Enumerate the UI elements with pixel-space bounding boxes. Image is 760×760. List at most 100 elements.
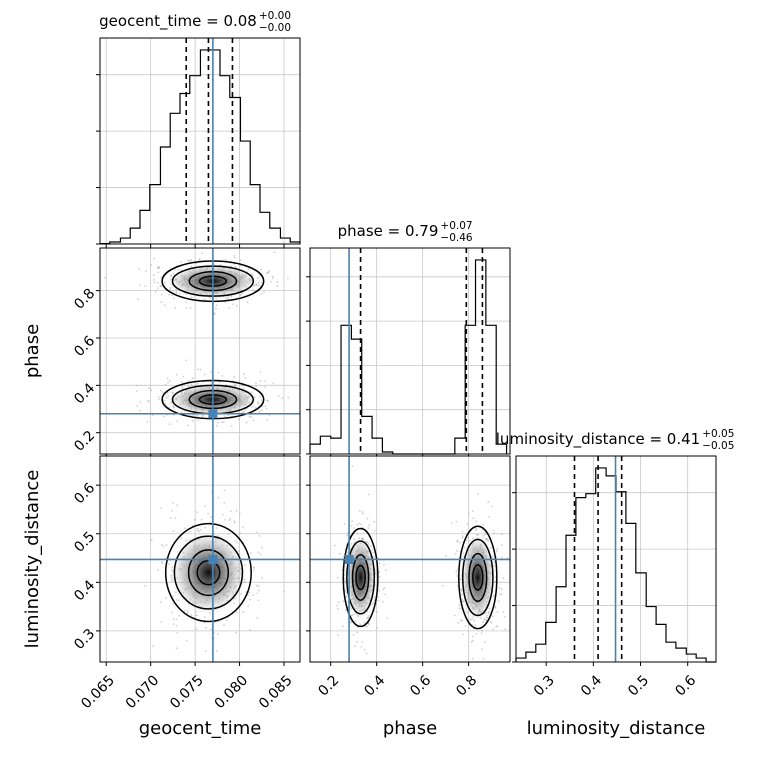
sample-point: [351, 520, 354, 523]
sample-point: [494, 606, 496, 609]
sample-point: [168, 406, 171, 409]
sample-point: [161, 391, 164, 393]
sample-point: [506, 557, 509, 559]
x-axis-label-geocent_time: geocent_time: [139, 718, 262, 739]
sample-point: [217, 371, 220, 374]
sample-point: [373, 520, 376, 523]
sample-point: [242, 611, 245, 614]
sample-point: [204, 526, 207, 529]
sample-point: [183, 609, 186, 612]
sample-point: [215, 304, 218, 307]
sample-point: [264, 405, 267, 408]
sample-point: [185, 639, 188, 642]
sample-point: [157, 267, 159, 270]
x-tick-label: 0.6: [407, 672, 434, 699]
sample-point: [504, 628, 506, 631]
sample-point: [345, 608, 347, 611]
sample-point: [201, 252, 204, 255]
sample-point: [157, 266, 159, 269]
sample-point: [139, 284, 142, 287]
sample-point: [256, 617, 259, 619]
sample-point: [225, 619, 228, 622]
contour-line: [187, 549, 230, 597]
sample-point: [228, 519, 231, 522]
sample-point: [174, 268, 176, 271]
sample-point: [378, 575, 381, 578]
sample-point: [361, 510, 364, 513]
title-lower-error: −0.46: [440, 232, 472, 244]
sample-point: [481, 629, 483, 632]
sample-point: [383, 587, 386, 590]
sample-point: [239, 259, 242, 261]
sample-point: [356, 631, 359, 634]
sample-point: [223, 489, 226, 492]
sample-point: [382, 588, 385, 591]
contour-line: [472, 564, 484, 591]
sample-point: [367, 527, 370, 530]
sample-point: [235, 631, 238, 634]
sample-point: [367, 617, 369, 619]
sample-point: [472, 517, 475, 520]
sample-point: [500, 593, 503, 596]
sample-point: [454, 552, 457, 555]
sample-point: [482, 621, 484, 623]
panel-content: [100, 456, 300, 662]
sample-point: [203, 621, 206, 624]
sample-point: [467, 512, 470, 515]
sample-point: [360, 646, 363, 648]
sample-point: [136, 384, 139, 387]
x-axis-label-phase: phase: [383, 718, 437, 739]
sample-point: [366, 625, 368, 628]
sample-point: [146, 420, 149, 423]
sample-point: [199, 528, 202, 531]
sample-point: [215, 527, 218, 529]
sample-point: [188, 260, 190, 263]
sample-point: [245, 591, 248, 593]
sample-point: [160, 601, 163, 604]
sample-point: [460, 619, 462, 622]
sample-point: [196, 414, 199, 417]
sample-point: [269, 280, 272, 283]
sample-point: [457, 621, 460, 624]
sample-point: [256, 592, 259, 595]
sample-point: [136, 405, 139, 407]
histogram-geocent_time: [99, 49, 301, 245]
sample-point: [349, 620, 352, 623]
x-tick-label: 0.085: [256, 672, 296, 712]
y-tick-label: 0.6: [71, 480, 98, 507]
sample-point: [271, 275, 274, 278]
sample-point: [378, 570, 381, 573]
sample-point: [373, 529, 376, 532]
density-fill: [170, 529, 247, 616]
sample-point: [266, 419, 269, 422]
sample-point: [350, 621, 353, 624]
sample-point: [164, 304, 166, 307]
contour-line: [458, 525, 498, 630]
sample-point: [192, 419, 195, 422]
sample-point: [346, 600, 348, 603]
sample-point: [492, 529, 495, 532]
sample-point: [373, 599, 376, 602]
sample-point: [164, 402, 167, 405]
sample-point: [164, 383, 167, 386]
sample-point: [180, 261, 182, 264]
sample-point: [150, 264, 152, 267]
sample-point: [174, 517, 177, 519]
sample-point: [222, 513, 224, 516]
sample-point: [337, 601, 340, 603]
sample-point: [499, 593, 502, 595]
sample-point: [266, 399, 269, 402]
sample-point: [306, 286, 308, 288]
panel-frame: [99, 37, 301, 245]
panel-background: [310, 248, 510, 454]
contour-line: [461, 538, 494, 617]
sample-point: [265, 407, 268, 410]
sample-point: [162, 545, 165, 547]
sample-point: [187, 424, 190, 427]
sample-point: [493, 594, 495, 597]
sample-point: [204, 626, 207, 629]
sample-point: [239, 513, 241, 515]
sample-point: [248, 629, 251, 631]
sample-point: [148, 387, 150, 390]
panel-title-geocent_time: geocent_time = 0.08 +0.00−0.00: [99, 10, 291, 34]
